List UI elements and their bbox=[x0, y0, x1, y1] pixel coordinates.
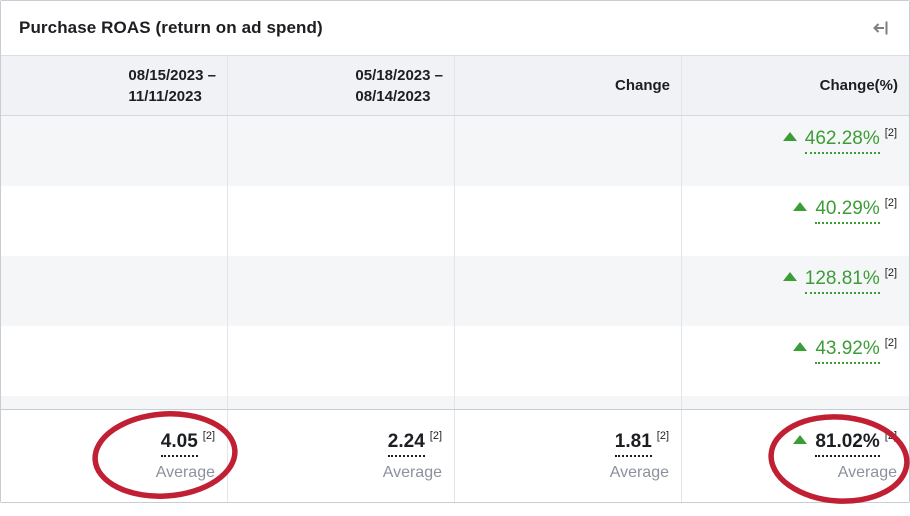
summary-cell-current-period: 4.05 [2] Average bbox=[1, 410, 228, 502]
column-header-line: 08/14/2023 bbox=[355, 87, 431, 105]
cell-change-pct: 462.28% [2] bbox=[682, 116, 909, 186]
table-row: 128.81% [2] bbox=[1, 256, 909, 326]
summary-cell-change: 1.81 [2] Average bbox=[455, 410, 682, 502]
summary-cell-previous-period: 2.24 [2] Average bbox=[228, 410, 455, 502]
column-header-change-pct: Change(%) bbox=[682, 56, 909, 115]
change-pct-value[interactable]: 128.81% bbox=[804, 268, 880, 294]
column-header-line: 11/11/2023 bbox=[128, 87, 202, 105]
purchase-roas-card: Purchase ROAS (return on ad spend) 08/15… bbox=[0, 0, 910, 503]
footnote-ref: [2] bbox=[429, 430, 442, 442]
cell-empty bbox=[455, 186, 682, 256]
cell-empty bbox=[1, 186, 228, 256]
change-pct-value[interactable]: 40.29% bbox=[815, 198, 880, 224]
average-value[interactable]: 1.81 bbox=[614, 431, 652, 457]
page-title: Purchase ROAS (return on ad spend) bbox=[19, 18, 323, 37]
cell-empty bbox=[1, 116, 228, 186]
table-row: 40.29% [2] bbox=[1, 186, 909, 256]
collapse-left-icon-glyph bbox=[873, 21, 888, 35]
average-label: Average bbox=[837, 464, 897, 481]
trend-up-icon bbox=[782, 132, 797, 141]
average-label: Average bbox=[155, 464, 215, 481]
cell-empty bbox=[228, 116, 455, 186]
trend-up-icon bbox=[782, 272, 797, 281]
change-pct-value[interactable]: 462.28% bbox=[804, 128, 880, 154]
cell-empty bbox=[1, 326, 228, 396]
column-header-previous-period: 05/18/2023 – 08/14/2023 bbox=[228, 56, 455, 115]
column-header-line: Change(%) bbox=[819, 77, 898, 94]
average-label: Average bbox=[382, 464, 442, 481]
cell-empty bbox=[1, 256, 228, 326]
cell-empty bbox=[455, 116, 682, 186]
summary-row: 4.05 [2] Average 2.24 [2] Average 1.81 [2] … bbox=[1, 410, 909, 502]
cell-empty bbox=[228, 326, 455, 396]
cell-change-pct: 43.92% [2] bbox=[682, 326, 909, 396]
footnote-ref: [2] bbox=[884, 337, 897, 349]
change-pct-value[interactable]: 43.92% bbox=[815, 338, 880, 364]
table-row: 43.92% [2] bbox=[1, 326, 909, 396]
card-header: Purchase ROAS (return on ad spend) bbox=[1, 1, 909, 56]
table-row: 462.28% [2] bbox=[1, 116, 909, 186]
average-value[interactable]: 4.05 bbox=[160, 431, 198, 457]
trend-up-icon bbox=[793, 342, 808, 351]
footnote-ref: [2] bbox=[884, 197, 897, 209]
average-value[interactable]: 81.02% bbox=[815, 431, 880, 457]
trend-up-icon bbox=[793, 435, 808, 444]
cell-change-pct: 40.29% [2] bbox=[682, 186, 909, 256]
column-header-line: 05/18/2023 – bbox=[355, 66, 443, 84]
column-header-line: Change bbox=[614, 77, 670, 94]
column-header-change: Change bbox=[455, 56, 682, 115]
summary-cell-change-pct: 81.02% [2] Average bbox=[682, 410, 909, 502]
cell-empty bbox=[228, 186, 455, 256]
collapse-left-icon[interactable] bbox=[869, 16, 893, 40]
footnote-ref: [2] bbox=[202, 430, 215, 442]
table-header-row: 08/15/2023 – 11/11/2023 05/18/2023 – 08/… bbox=[1, 56, 909, 116]
footnote-ref: [2] bbox=[884, 127, 897, 139]
column-header-current-period: 08/15/2023 – 11/11/2023 bbox=[1, 56, 228, 115]
footnote-ref: [2] bbox=[656, 430, 669, 442]
cell-empty bbox=[455, 326, 682, 396]
cell-empty bbox=[455, 256, 682, 326]
cell-empty bbox=[228, 256, 455, 326]
column-header-line: 08/15/2023 – bbox=[128, 66, 216, 84]
trend-up-icon bbox=[793, 202, 808, 211]
spacer-row bbox=[1, 396, 909, 410]
average-label: Average bbox=[609, 464, 669, 481]
cell-change-pct: 128.81% [2] bbox=[682, 256, 909, 326]
average-value[interactable]: 2.24 bbox=[387, 431, 425, 457]
footnote-ref: [2] bbox=[884, 430, 897, 442]
footnote-ref: [2] bbox=[884, 267, 897, 279]
